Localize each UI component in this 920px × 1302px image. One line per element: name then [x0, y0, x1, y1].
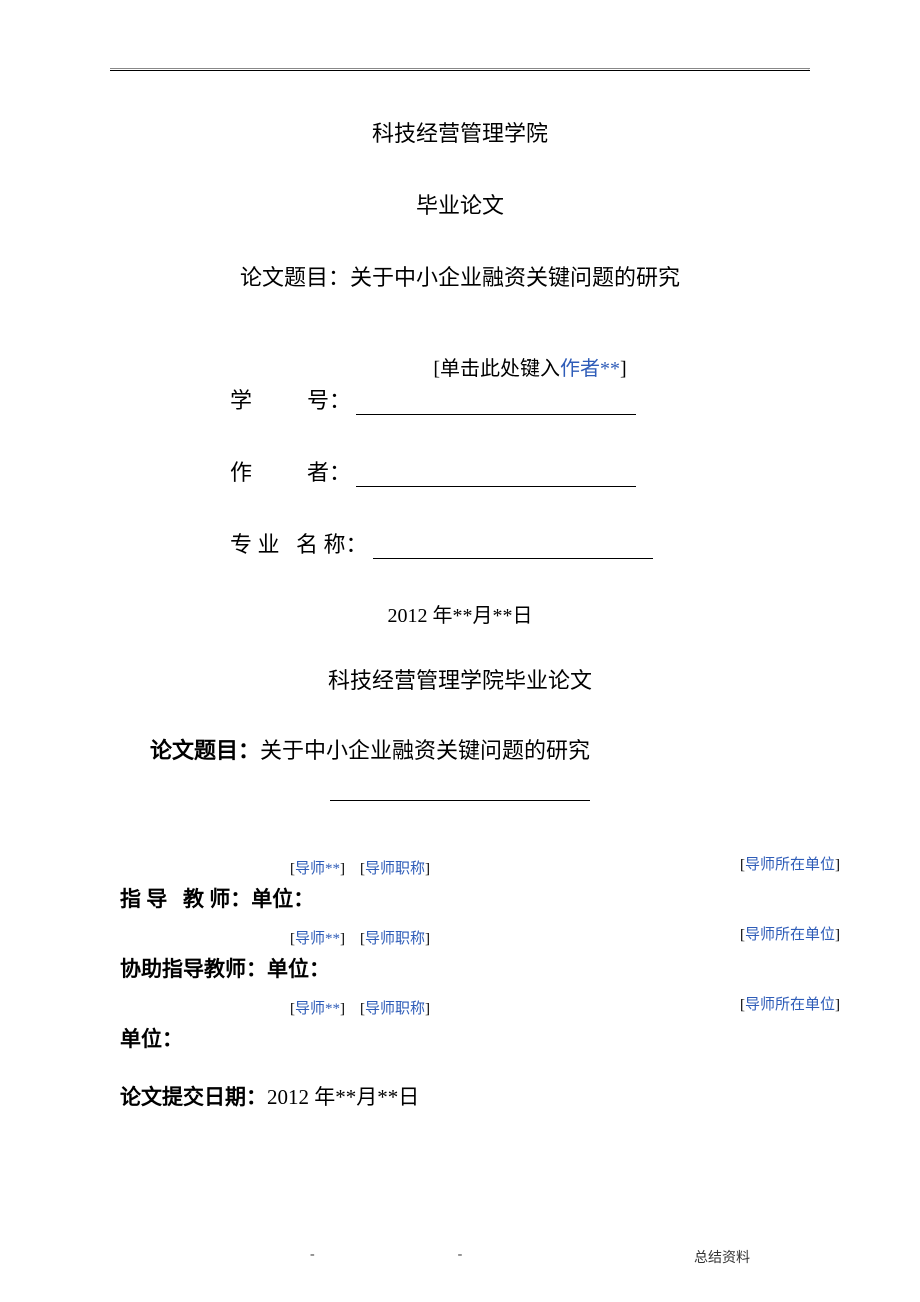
hint-prefix: [单击此处键入 [433, 358, 560, 380]
footer-dash-left: - [310, 1247, 315, 1263]
submit-date-label: 论文提交日期： [120, 1085, 267, 1109]
major-label: 专 业 名 称： [230, 527, 368, 559]
cover-topic: 论文题目：关于中小企业融资关键问题的研究 [110, 260, 810, 292]
submit-date-row: 论文提交日期：2012 年**月**日 [120, 1081, 810, 1111]
inner-topic-label: 论文题目： [150, 738, 260, 763]
mid-underline [330, 800, 590, 801]
hint-suffix: ] [620, 358, 627, 380]
advisor-block: 指 导 教 师：单位： [导师**] [导师职称] [导师所在单位] 协助指导教… [120, 871, 810, 1053]
inner-topic-text: 关于中小企业融资关键问题的研究 [260, 738, 590, 763]
student-id-row: 学 号： [230, 383, 810, 415]
inner-institution: 科技经营管理学院毕业论文 [110, 663, 810, 695]
main-advisor-row: 指 导 教 师：单位： [导师**] [导师职称] [导师所在单位] [120, 871, 810, 913]
submit-date-value: 2012 年**月**日 [267, 1085, 419, 1109]
header-rule [110, 70, 810, 71]
student-id-label: 学 号： [230, 383, 351, 415]
institution-name: 科技经营管理学院 [110, 116, 810, 148]
main-advisor-placeholders: [导师**] [导师职称] [290, 857, 430, 878]
topic-prefix: 论文题目： [240, 265, 350, 290]
assist-advisor-label: 协助指导教师：单位： [120, 953, 330, 983]
author-row: 作 者： [230, 455, 810, 487]
topic-text: 关于中小企业融资关键问题的研究 [350, 265, 680, 290]
unit-placeholders: [导师**] [导师职称] [290, 997, 430, 1018]
author-underline [356, 465, 636, 487]
author-label: 作 者： [230, 455, 351, 487]
assist-advisor-row: 协助指导教师：单位： [导师**] [导师职称] [导师所在单位] [120, 941, 810, 983]
unit-label: 单位： [120, 1023, 183, 1053]
student-id-underline [356, 393, 636, 415]
inner-topic: 论文题目：关于中小企业融资关键问题的研究 [150, 733, 810, 765]
cover-date: 2012 年**月**日 [110, 599, 810, 628]
hint-blue: 作者** [560, 358, 620, 380]
footer-text: 总结资料 [694, 1247, 750, 1267]
major-underline [373, 537, 653, 559]
footer-dash-center: - [458, 1247, 463, 1263]
main-advisor-unit: [导师所在单位] [740, 853, 840, 874]
thesis-type: 毕业论文 [110, 188, 810, 220]
assist-advisor-unit: [导师所在单位] [740, 923, 840, 944]
assist-advisor-placeholders: [导师**] [导师职称] [290, 927, 430, 948]
unit-row: 单位： [导师**] [导师职称] [导师所在单位] [120, 1011, 810, 1053]
major-row: 专 业 名 称： [230, 527, 810, 559]
page-container: - - -. 科技经营管理学院 毕业论文 论文题目：关于中小企业融资关键问题的研… [0, 0, 920, 1302]
author-hint: [单击此处键入作者**] [250, 352, 810, 381]
unit-unit: [导师所在单位] [740, 993, 840, 1014]
main-advisor-label: 指 导 教 师：单位： [120, 883, 314, 913]
